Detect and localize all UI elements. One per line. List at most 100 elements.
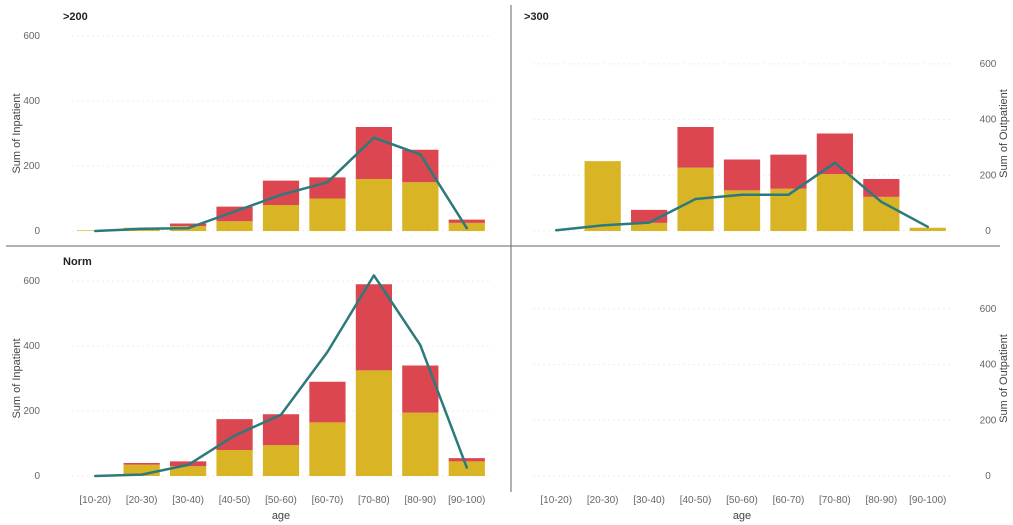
x-tick-label: [80-90) xyxy=(865,495,897,506)
y-right-axis-title: Sum of Outpatient xyxy=(998,89,1010,178)
bar-segment xyxy=(309,381,346,423)
x-tick-label: [10-20) xyxy=(540,495,572,506)
line-point xyxy=(787,193,790,196)
x-tick-label: [80-90) xyxy=(404,495,436,506)
bar-segment xyxy=(309,198,346,231)
y-left-tick-label: 0 xyxy=(34,471,40,482)
bar-segment xyxy=(262,445,300,476)
line-point xyxy=(233,434,236,437)
x-tick-label: [50-60) xyxy=(726,495,758,506)
panel-3 xyxy=(93,274,485,478)
line-point xyxy=(694,198,697,200)
y-left-axis-title: Sum of Inpatient xyxy=(11,93,23,173)
line-point xyxy=(880,200,883,203)
x-axis-title: age xyxy=(272,510,290,522)
line-point xyxy=(280,413,282,416)
line-point xyxy=(94,230,97,232)
bar-segment xyxy=(770,154,807,189)
line-point xyxy=(187,464,189,466)
line-point xyxy=(601,224,604,227)
bar-segment xyxy=(402,412,439,476)
panel-1 xyxy=(77,127,485,233)
bar-segment xyxy=(816,133,854,175)
y-left-tick-label: 400 xyxy=(23,341,40,352)
x-tick-label: [60-70) xyxy=(312,495,344,506)
bar-segment xyxy=(262,180,300,205)
bar-segment xyxy=(630,222,668,231)
bar-segment xyxy=(448,219,485,223)
line-point xyxy=(280,193,282,196)
y-right-axis-title: Sum of Outpatient xyxy=(998,334,1010,423)
x-tick-label: [90-100) xyxy=(909,495,946,506)
bar-segment xyxy=(123,463,160,465)
y-right-tick-label: 200 xyxy=(980,170,997,181)
line-point xyxy=(140,227,143,230)
bar-segment xyxy=(909,227,946,231)
bar-segment xyxy=(355,370,393,476)
x-axis-title: age xyxy=(733,510,751,522)
x-tick-label: [30-40) xyxy=(633,495,665,506)
y-right-tick-label: 0 xyxy=(985,471,991,482)
y-left-tick-label: 600 xyxy=(23,31,40,42)
x-tick-label: [70-80) xyxy=(819,495,851,506)
y-left-tick-label: 0 xyxy=(34,226,40,237)
bar-segment xyxy=(309,177,346,199)
line-point xyxy=(465,227,468,230)
bar-segment xyxy=(169,223,207,227)
line-point xyxy=(648,221,650,224)
y-right-tick-label: 600 xyxy=(980,304,997,315)
y-right-tick-label: 600 xyxy=(980,59,997,70)
x-tick-label: [90-100) xyxy=(448,495,485,506)
line-point xyxy=(419,153,422,156)
line-point xyxy=(373,136,375,139)
line-point xyxy=(926,226,929,228)
bar-segment xyxy=(723,159,761,191)
bar-segment xyxy=(355,127,393,179)
bar-segment xyxy=(216,450,253,476)
x-tick-label: [60-70) xyxy=(773,495,805,506)
bar-segment xyxy=(355,284,393,371)
y-left-axis-title: Sum of Inpatient xyxy=(11,338,23,418)
bar-segment xyxy=(402,365,439,413)
y-right-tick-label: 0 xyxy=(985,226,991,237)
panel-title: >200 xyxy=(63,11,88,23)
x-tick-label: [20-30) xyxy=(126,495,158,506)
bar-segment xyxy=(309,422,346,476)
line-point xyxy=(834,161,836,164)
y-right-tick-label: 400 xyxy=(980,115,997,126)
line-point xyxy=(373,274,375,277)
bar-segment xyxy=(355,179,393,231)
bar-segment xyxy=(402,182,439,231)
line-point xyxy=(94,475,97,477)
y-left-tick-label: 200 xyxy=(23,406,40,417)
panel-title: >300 xyxy=(524,11,549,23)
bar-segment xyxy=(816,174,854,231)
panel-2 xyxy=(554,127,946,232)
y-right-tick-label: 200 xyxy=(980,415,997,426)
bar-segment xyxy=(677,127,714,168)
y-left-tick-label: 200 xyxy=(23,161,40,172)
line-point xyxy=(233,210,236,213)
line-point xyxy=(326,181,329,184)
x-tick-label: [70-80) xyxy=(358,495,390,506)
x-tick-label: [20-30) xyxy=(587,495,619,506)
bar-segment xyxy=(262,414,300,446)
x-tick-label: [10-20) xyxy=(79,495,111,506)
y-left-tick-label: 600 xyxy=(23,276,40,287)
bar-segment xyxy=(448,458,485,462)
line-point xyxy=(187,227,189,230)
line-point xyxy=(326,351,329,353)
line-point xyxy=(465,466,468,469)
line-point xyxy=(555,229,558,231)
line-point xyxy=(419,344,422,346)
line-point xyxy=(741,193,743,196)
bar-segment xyxy=(216,221,253,231)
x-tick-label: [40-50) xyxy=(219,495,251,506)
x-tick-label: [40-50) xyxy=(680,495,712,506)
bar-segment xyxy=(262,205,300,231)
x-tick-label: [30-40) xyxy=(172,495,204,506)
bar-segment xyxy=(630,209,668,223)
panel-title: Norm xyxy=(63,256,92,268)
x-tick-label: [50-60) xyxy=(265,495,297,506)
